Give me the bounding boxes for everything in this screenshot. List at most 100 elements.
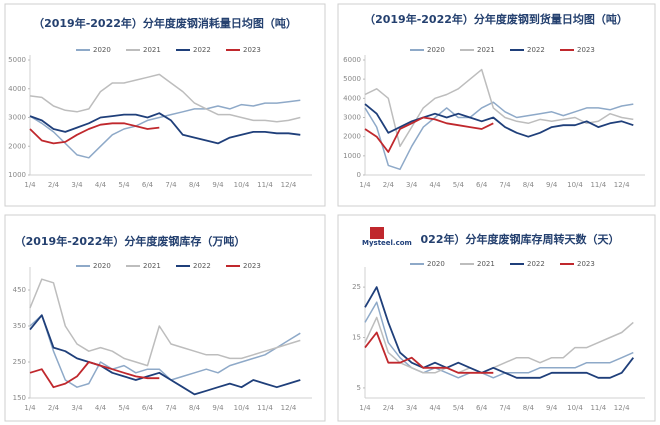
legend-label: 2021 — [477, 260, 495, 268]
legend-label: 2023 — [243, 262, 261, 270]
x-tick-label: 2/4 — [48, 404, 60, 412]
series-line — [29, 122, 160, 145]
series-line — [364, 286, 635, 379]
x-tick-label: 10/4 — [567, 181, 583, 189]
legend-label: 2022 — [527, 260, 545, 268]
chart-title: （2019年-2022年）分年度废钢库存（万吨） — [15, 234, 246, 248]
x-tick-label: 11/4 — [590, 404, 606, 412]
y-tick-label: 15 — [352, 334, 361, 342]
y-tick-label: 450 — [13, 286, 26, 294]
series-line — [29, 73, 301, 123]
y-tick-label: 6000 — [343, 56, 361, 64]
y-tick-label: 5 — [357, 384, 361, 392]
x-tick-label: 5/4 — [453, 404, 465, 412]
x-tick-label: 8/4 — [189, 181, 201, 189]
x-tick-label: 8/4 — [523, 404, 535, 412]
x-tick-label: 7/4 — [165, 404, 177, 412]
panel — [4, 214, 326, 422]
series-line — [364, 316, 634, 374]
y-tick-label: 350 — [13, 322, 26, 330]
chart-title: （2019年-2022年）分年度废钢到货量日均图（吨） — [364, 12, 628, 26]
legend-label: 2020 — [93, 262, 111, 270]
series-line — [364, 103, 634, 138]
y-tick-label: 5000 — [8, 56, 26, 64]
x-tick-label: 6/4 — [476, 181, 488, 189]
x-tick-label: 9/4 — [546, 181, 558, 189]
x-tick-label: 5/4 — [118, 404, 130, 412]
legend-label: 2020 — [427, 46, 445, 54]
panel — [337, 3, 656, 207]
series-line — [29, 361, 160, 389]
legend-label: 2023 — [577, 46, 595, 54]
legend-label: 2021 — [477, 46, 495, 54]
x-tick-label: 2/4 — [383, 181, 395, 189]
x-tick-label: 4/4 — [429, 404, 441, 412]
x-tick-label: 7/4 — [499, 181, 511, 189]
y-tick-label: 25 — [352, 283, 361, 291]
x-tick-label: 11/4 — [257, 181, 273, 189]
x-tick-label: 1/4 — [24, 181, 36, 189]
x-tick-label: 12/4 — [614, 404, 630, 412]
x-tick-label: 10/4 — [567, 404, 583, 412]
y-tick-label: 1000 — [8, 171, 26, 179]
x-tick-label: 12/4 — [614, 181, 630, 189]
y-tick-label: 0 — [357, 171, 361, 179]
x-tick-label: 9/4 — [212, 181, 224, 189]
series-line — [364, 116, 494, 153]
series-line — [29, 112, 301, 145]
x-tick-label: 2/4 — [48, 181, 60, 189]
y-tick-label: 2000 — [8, 142, 26, 150]
x-tick-label: 6/4 — [142, 181, 154, 189]
y-tick-label: 250 — [13, 358, 26, 366]
x-tick-label: 3/4 — [406, 181, 418, 189]
chart-title: （2019年-2022年）分年度废钢消耗量日均图（吨） — [33, 16, 297, 30]
y-tick-label: 3000 — [8, 114, 26, 122]
x-tick-label: 2/4 — [383, 404, 395, 412]
legend-label: 2021 — [143, 46, 161, 54]
y-tick-label: 4000 — [8, 85, 26, 93]
x-tick-label: 3/4 — [71, 181, 83, 189]
x-tick-label: 8/4 — [523, 181, 535, 189]
x-tick-label: 10/4 — [234, 181, 250, 189]
legend-label: 2023 — [577, 260, 595, 268]
series-line — [29, 314, 301, 396]
logo-box — [370, 227, 384, 239]
legend-label: 2022 — [193, 262, 211, 270]
y-tick-label: 4000 — [343, 94, 361, 102]
x-tick-label: 10/4 — [234, 404, 250, 412]
x-tick-label: 5/4 — [118, 181, 130, 189]
x-tick-label: 8/4 — [189, 404, 201, 412]
legend-label: 2022 — [193, 46, 211, 54]
panel — [4, 3, 326, 207]
chart-title: 022年）分年度废钢库存周转天数（天） — [421, 232, 620, 246]
series-line — [364, 101, 634, 171]
legend-label: 2020 — [93, 46, 111, 54]
x-tick-label: 9/4 — [212, 404, 224, 412]
x-tick-label: 6/4 — [142, 404, 154, 412]
logo: Mysteel.com — [362, 239, 412, 247]
x-tick-label: 11/4 — [590, 181, 606, 189]
x-tick-label: 4/4 — [95, 181, 107, 189]
y-tick-label: 2000 — [343, 133, 361, 141]
y-tick-label: 150 — [13, 394, 26, 402]
x-tick-label: 6/4 — [476, 404, 488, 412]
x-tick-label: 1/4 — [359, 404, 371, 412]
y-tick-label: 5000 — [343, 75, 361, 83]
legend-label: 2022 — [527, 46, 545, 54]
y-tick-label: 1000 — [343, 152, 361, 160]
x-tick-label: 3/4 — [71, 404, 83, 412]
legend-label: 2021 — [143, 262, 161, 270]
series-line — [364, 331, 494, 374]
x-tick-label: 11/4 — [257, 404, 273, 412]
series-line — [29, 278, 301, 367]
x-tick-label: 7/4 — [499, 404, 511, 412]
x-tick-label: 4/4 — [429, 181, 441, 189]
panel — [337, 214, 656, 422]
series-line — [29, 314, 301, 388]
legend-label: 2023 — [243, 46, 261, 54]
x-tick-label: 12/4 — [281, 404, 297, 412]
series-line — [364, 301, 634, 379]
x-tick-label: 1/4 — [359, 181, 371, 189]
x-tick-label: 7/4 — [165, 181, 177, 189]
